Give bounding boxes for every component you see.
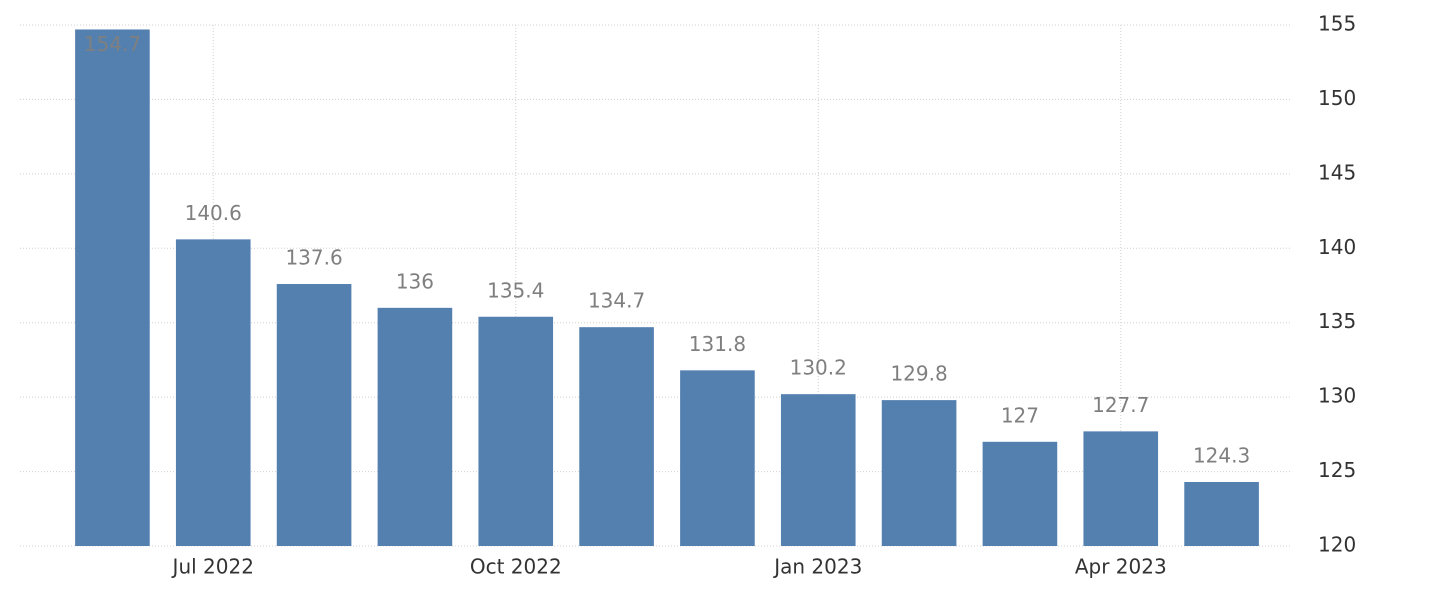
bar [75, 29, 150, 547]
value-label: 127.7 [1092, 393, 1149, 417]
bar [377, 307, 453, 546]
value-label: 124.3 [1193, 443, 1250, 467]
bar [1184, 481, 1259, 546]
bar [478, 316, 554, 546]
bar [680, 370, 755, 546]
bar [276, 284, 352, 546]
value-label: 127 [1001, 403, 1039, 427]
y-tick-label: 130 [1318, 384, 1356, 408]
bar [780, 394, 856, 546]
value-label: 130.2 [790, 356, 847, 380]
y-tick-label: 155 [1318, 12, 1356, 36]
value-label: 140.6 [185, 201, 242, 225]
x-tick-label: Jul 2022 [171, 555, 254, 579]
y-tick-label: 140 [1318, 235, 1356, 259]
value-label: 137.6 [285, 246, 342, 270]
value-label: 134.7 [588, 289, 645, 313]
y-tick-label: 150 [1318, 86, 1356, 110]
bar [982, 441, 1058, 546]
value-label: 154.7 [84, 32, 141, 56]
y-tick-label: 135 [1318, 309, 1356, 333]
y-tick-label: 120 [1318, 533, 1356, 557]
value-label: 131.8 [689, 332, 746, 356]
x-tick-label: Apr 2023 [1075, 555, 1167, 579]
bar [1083, 431, 1159, 546]
value-label: 129.8 [890, 362, 947, 386]
bar [881, 400, 957, 546]
y-tick-label: 145 [1318, 160, 1356, 184]
x-tick-label: Jan 2023 [772, 555, 862, 579]
value-label: 135.4 [487, 278, 544, 302]
value-label: 136 [396, 269, 434, 293]
bar [175, 239, 251, 546]
x-tick-label: Oct 2022 [470, 555, 562, 579]
y-tick-label: 125 [1318, 458, 1356, 482]
bar [579, 327, 654, 546]
